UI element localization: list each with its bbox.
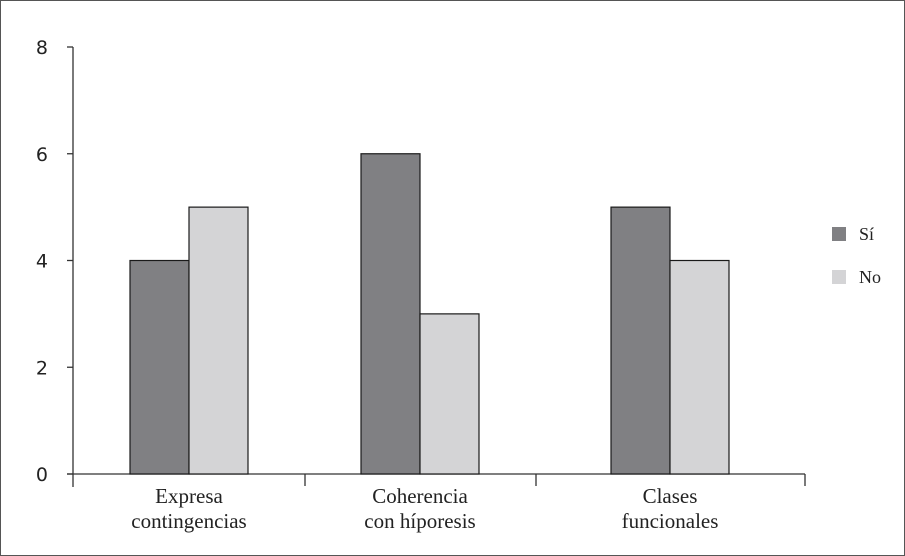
legend-swatch: [832, 227, 846, 241]
x-category-label: contingencias: [131, 509, 246, 533]
bar-si-0: [129, 259, 190, 475]
bars: [129, 153, 730, 475]
y-tick-label: 2: [36, 357, 48, 379]
y-tick-label: 6: [36, 144, 48, 166]
x-category-label: funcionales: [622, 509, 719, 533]
legend-label: Sí: [859, 224, 874, 244]
y-tick-label: 8: [36, 37, 48, 59]
y-tick-label: 4: [36, 251, 48, 273]
bar-si-1: [360, 153, 421, 475]
legend: Sí No: [832, 224, 881, 287]
x-category-label: con híporesis: [364, 509, 475, 533]
bar-no-1: [419, 313, 480, 475]
x-category-label: Expresa: [155, 484, 223, 508]
y-tick-label: 0: [36, 464, 48, 486]
x-category-label: Clases: [643, 484, 698, 508]
x-category-label: Coherencia: [372, 484, 468, 508]
bar-si-2: [610, 206, 671, 475]
bar-no-2: [669, 259, 730, 475]
bar-no-0: [188, 206, 249, 475]
legend-swatch: [832, 270, 846, 284]
legend-label: No: [859, 267, 881, 287]
